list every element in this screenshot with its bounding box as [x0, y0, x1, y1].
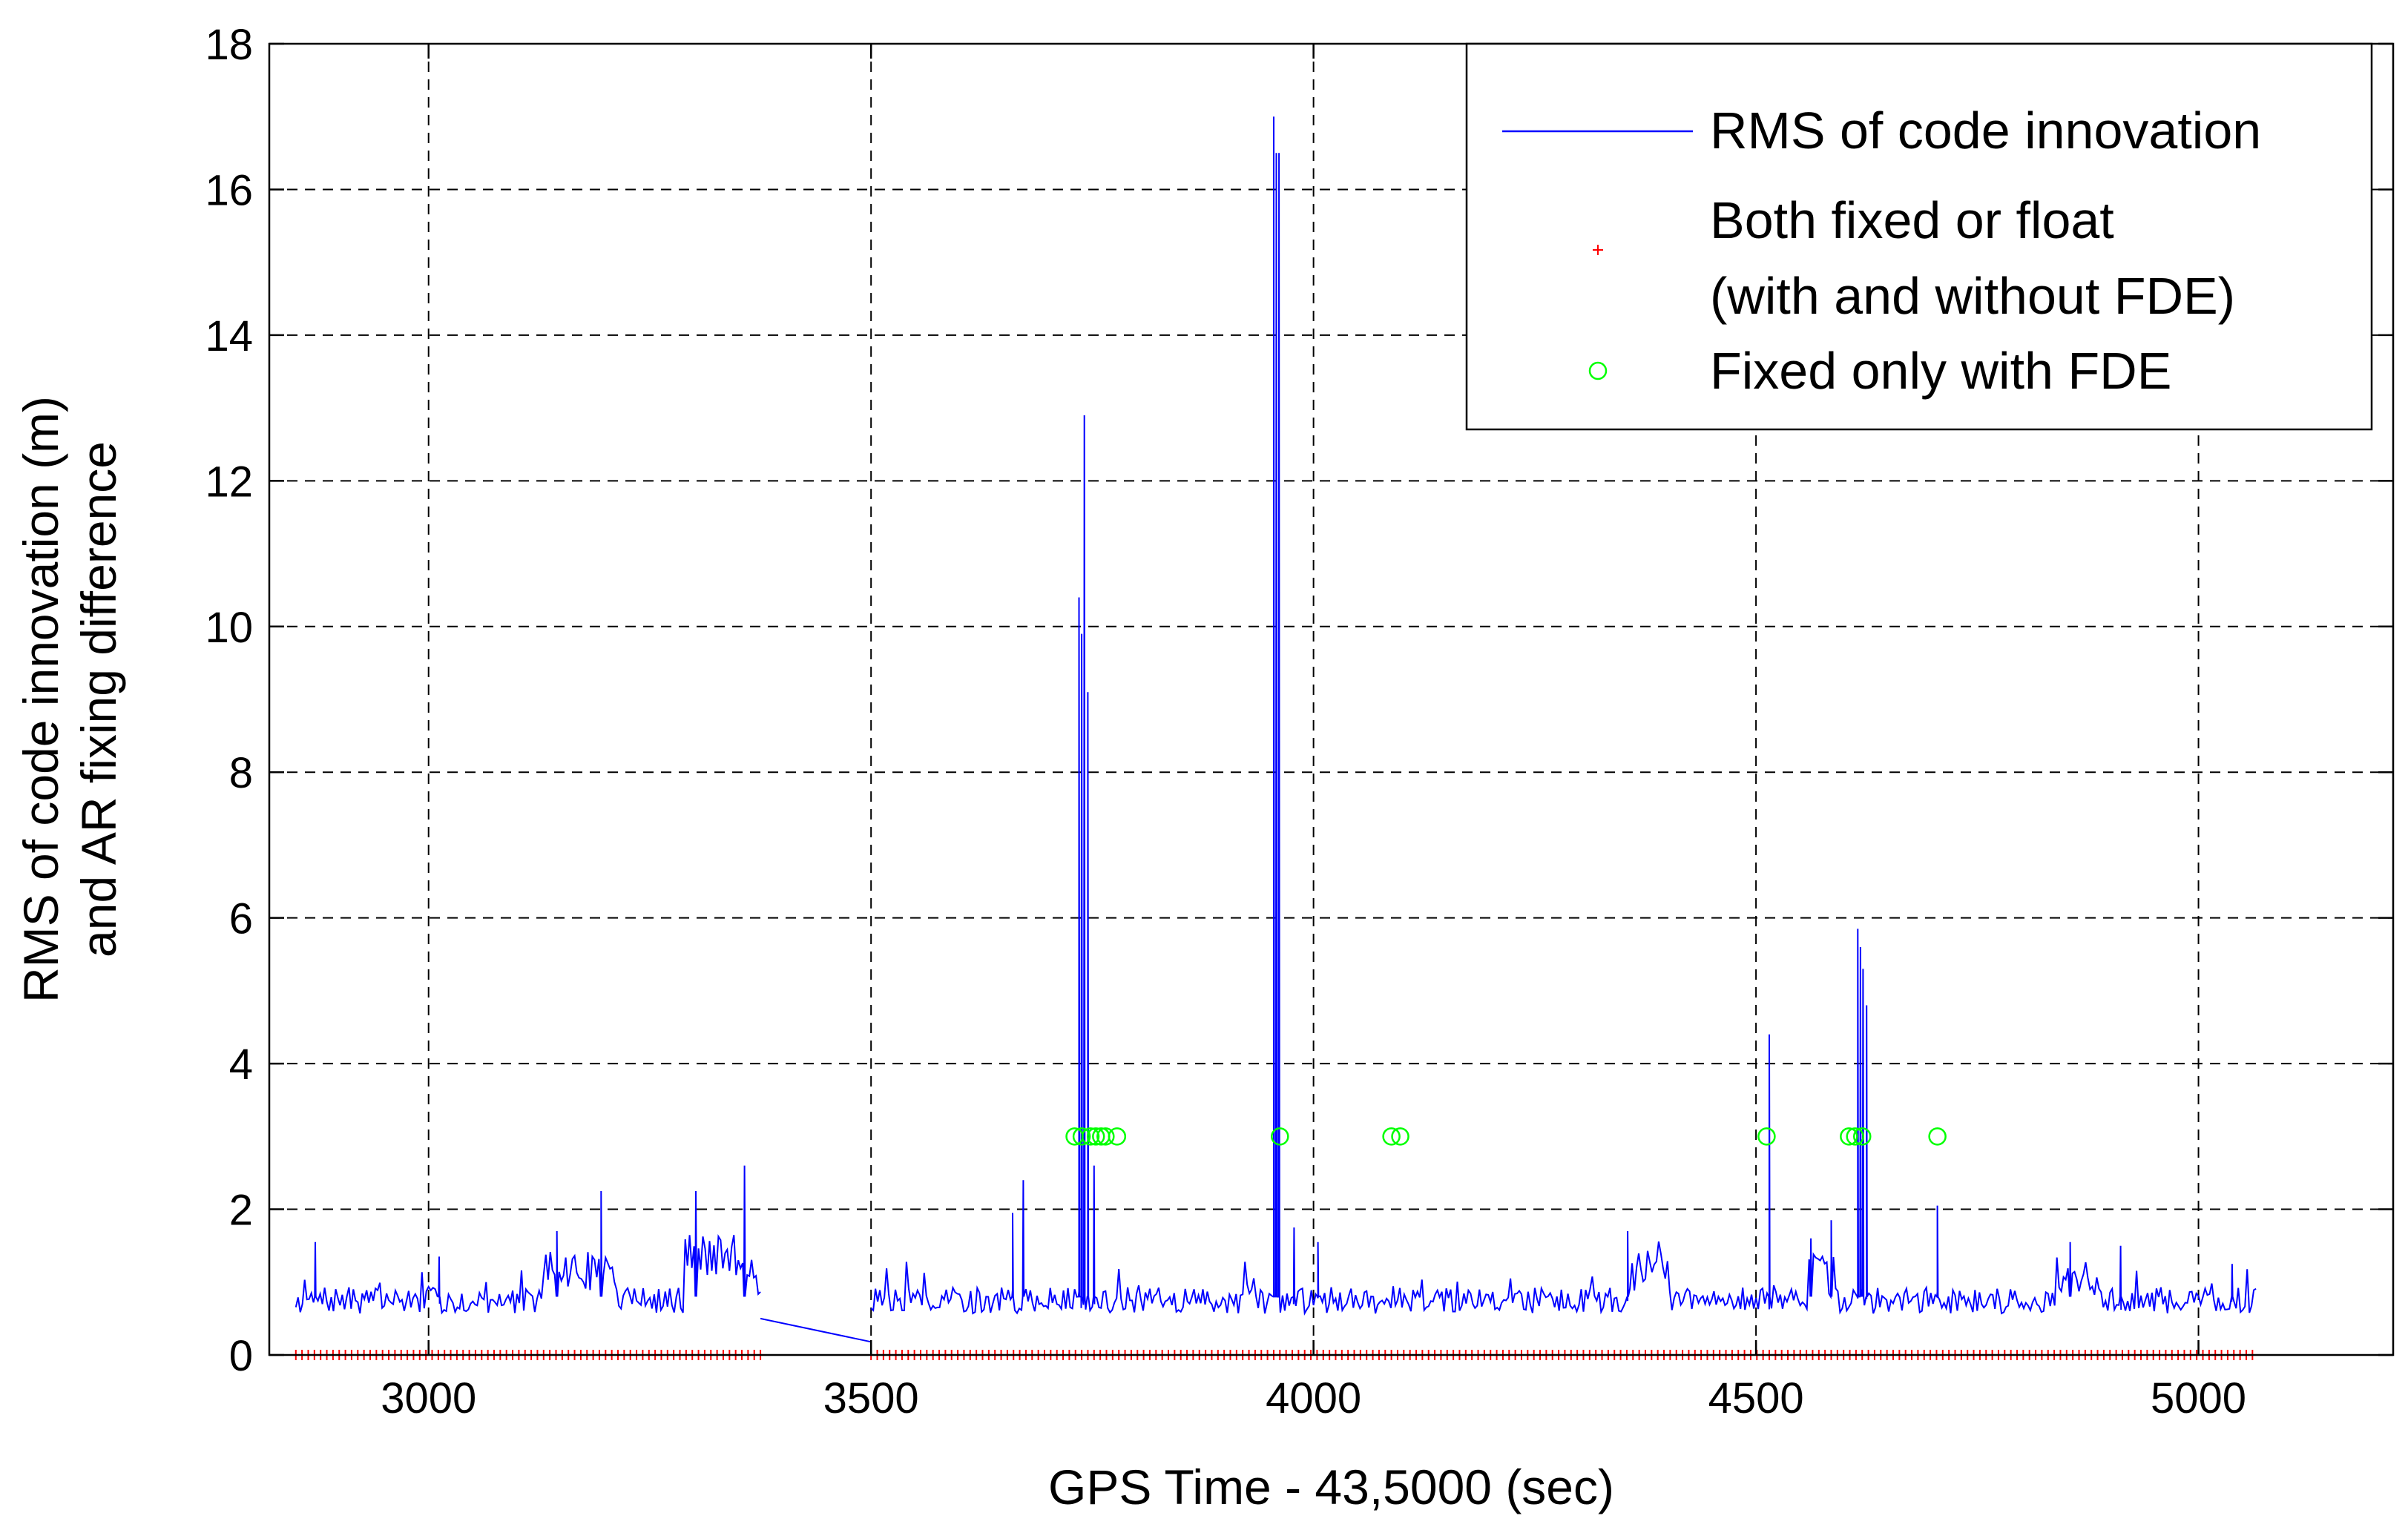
legend-label-fde: Fixed only with FDE: [1710, 342, 2171, 400]
fde-only-point: [1108, 1127, 1127, 1146]
x-tick-label: 3500: [823, 1374, 919, 1422]
fde-only-point: [1853, 1127, 1872, 1146]
legend-label-both-fixed: Both fixed or float: [1710, 191, 2114, 249]
fde-only-point: [1928, 1127, 1947, 1146]
y-tick-label: 8: [229, 749, 253, 797]
x-tick-label: 4500: [1708, 1374, 1804, 1422]
series-line: [295, 116, 2257, 1343]
y-tick-label: 6: [229, 895, 253, 943]
fde-only-point: [1271, 1127, 1289, 1146]
y-axis-label: RMS of code innovation (m)and AR fixing …: [13, 396, 126, 1003]
fde-only-point: [1086, 1127, 1105, 1146]
x-tick-label: 3000: [381, 1374, 476, 1422]
y-tick-label: 10: [205, 604, 253, 652]
axis-titles: GPS Time - 43,5000 (sec) RMS of code inno…: [13, 396, 1614, 1514]
fde-only-point: [1096, 1127, 1115, 1146]
legend-box: [1465, 42, 2373, 431]
legend-label-both-fixed: (with and without FDE): [1710, 267, 2235, 325]
x-tick-label: 4000: [1266, 1374, 1361, 1422]
legend-label-rms: RMS of code innovation: [1710, 102, 2261, 159]
fde-only-point: [1757, 1127, 1776, 1146]
rms-trace-gap-bridge: [760, 1317, 872, 1343]
fde-only-point: [1846, 1127, 1864, 1146]
fde-only-point: [1840, 1127, 1858, 1146]
y-tick-label: 0: [229, 1332, 253, 1380]
y-tick-label: 16: [205, 166, 253, 214]
fde-only-point: [1081, 1127, 1100, 1146]
y-tick-label: 2: [229, 1187, 253, 1235]
fde-only-point: [1382, 1127, 1401, 1146]
rms-trace-segment: [295, 1165, 761, 1315]
plot-frame: [268, 42, 2395, 1356]
rms-trace-segment: [870, 116, 2257, 1316]
y-tick-label: 12: [205, 458, 253, 506]
y-tick-label: 14: [205, 312, 253, 360]
y-axis-label-line: RMS of code innovation (m): [13, 396, 68, 1003]
y-tick-label: 4: [229, 1041, 253, 1089]
series-circle: [1065, 1127, 1947, 1146]
legend-plus-swatch: [1593, 245, 1603, 255]
y-tick-label: 18: [205, 21, 253, 69]
axis-ticks: 3000 3500 4000 4500 5000 0 2 4 6 8 10 12 14 16 18: [205, 21, 2393, 1422]
x-axis-label: GPS Time - 43,5000 (sec): [1048, 1460, 1614, 1514]
fde-only-point: [1072, 1127, 1091, 1146]
legend-circle-swatch: [1588, 361, 1608, 380]
x-tick-label: 5000: [2151, 1374, 2246, 1422]
y-axis-label-line: and AR fixing difference: [71, 441, 126, 957]
fde-only-point: [1391, 1127, 1409, 1146]
legend: RMS of code innovation Both fixed or floa…: [1465, 42, 2373, 431]
